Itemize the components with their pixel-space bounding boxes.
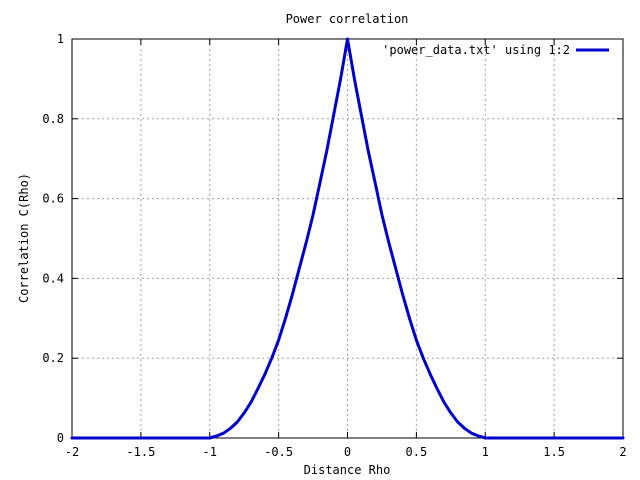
y-tick-label: 0 [57, 431, 64, 445]
grid-lines [72, 39, 623, 438]
legend-label: 'power_data.txt' using 1:2 [382, 43, 570, 57]
series-layer [70, 37, 625, 440]
y-axis-label: Correlation C(Rho) [17, 173, 31, 303]
y-tick-label: 0.2 [42, 351, 64, 365]
legend: 'power_data.txt' using 1:2 [382, 43, 609, 57]
x-axis-label: Distance Rho [304, 463, 391, 477]
x-tick-label: -0.5 [264, 445, 293, 459]
x-tick-label: 1.5 [543, 445, 565, 459]
chart-title: Power correlation [286, 12, 409, 26]
x-tick-label: 2 [619, 445, 626, 459]
x-tick-label: -2 [65, 445, 79, 459]
x-tick-label: -1 [203, 445, 217, 459]
y-tick-label: 0.6 [42, 192, 64, 206]
x-tick-labels: -2 -1.5 -1 -0.5 0 0.5 1 1.5 2 [65, 445, 627, 459]
plot-frame [71, 38, 624, 439]
x-tick-label: 1 [482, 445, 489, 459]
y-tick-label: 0.4 [42, 271, 64, 285]
y-tick-label: 1 [57, 32, 64, 46]
y-tick-label: 0.8 [42, 112, 64, 126]
x-tick-label: 0 [344, 445, 351, 459]
series-line [70, 37, 625, 440]
x-tick-label: 0.5 [406, 445, 428, 459]
y-tick-labels: 0 0.2 0.4 0.6 0.8 1 [42, 32, 64, 445]
x-tick-label: -1.5 [126, 445, 155, 459]
axis-ticks [71, 38, 624, 439]
